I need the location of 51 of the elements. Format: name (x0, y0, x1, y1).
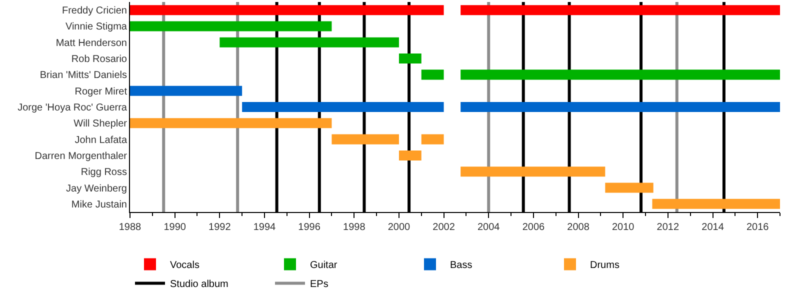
legend-label: Drums (590, 260, 620, 272)
bar (421, 134, 444, 144)
x-tick-label: 2014 (702, 222, 724, 233)
y-tick-label: Darren Morgenthaler (34, 150, 128, 162)
y-tick-label: Vinnie Stigma (65, 22, 128, 33)
x-tick-label: 2016 (746, 222, 770, 233)
bar (220, 37, 399, 48)
x-tick-label: 2012 (656, 222, 680, 233)
x-tick-label: 2010 (612, 222, 635, 233)
y-tick-label: Freddy Cricien (62, 6, 127, 17)
bar (130, 86, 242, 96)
x-tick-label: 2004 (477, 222, 500, 233)
y-tick-label: Jay Weinberg (66, 183, 127, 194)
y-tick-label: Jorge 'Hoya Roc' Guerra (18, 102, 128, 114)
bar (652, 198, 780, 209)
bar (130, 118, 332, 128)
bar (398, 150, 422, 160)
x-tick-label: 1994 (253, 222, 276, 233)
x-tick-label: 1988 (118, 222, 142, 233)
y-tick-label: Mike Justain (71, 199, 127, 210)
x-tick-label: 2000 (388, 222, 411, 233)
y-tick-label: Roger Miret (74, 86, 128, 98)
bar (130, 5, 444, 16)
y-tick-label: Will Shepler (74, 118, 128, 130)
x-tick-label: 1992 (208, 222, 232, 233)
x-tick-label: 1996 (298, 222, 321, 233)
y-tick-label: Matt Henderson (56, 38, 127, 49)
x-tick-label: 2006 (522, 222, 546, 233)
bar (460, 70, 780, 80)
legend-label: Bass (450, 260, 472, 272)
bar (605, 182, 654, 193)
legend-label: Guitar (310, 260, 338, 272)
bar (460, 166, 606, 177)
bar (398, 54, 422, 64)
x-tick-label: 1998 (343, 222, 366, 233)
x-tick-label: 1990 (164, 222, 186, 233)
bar (460, 102, 780, 112)
legend-label: Vocals (170, 260, 200, 272)
y-tick-label: Rigg Ross (80, 167, 127, 178)
bar (421, 70, 444, 80)
bar (460, 5, 780, 16)
y-tick-label: John Lafata (74, 134, 128, 146)
bar (242, 102, 444, 112)
y-tick-label: Brian 'Mitts' Daniels (40, 70, 127, 82)
x-tick-label: 2008 (567, 222, 590, 233)
legend-label: EPs (310, 279, 328, 290)
x-tick-label: 2002 (432, 222, 456, 233)
legend-label: Studio album (170, 279, 228, 290)
bar (130, 21, 332, 32)
bar (332, 134, 399, 144)
y-tick-label: Rob Rosario (71, 54, 128, 66)
